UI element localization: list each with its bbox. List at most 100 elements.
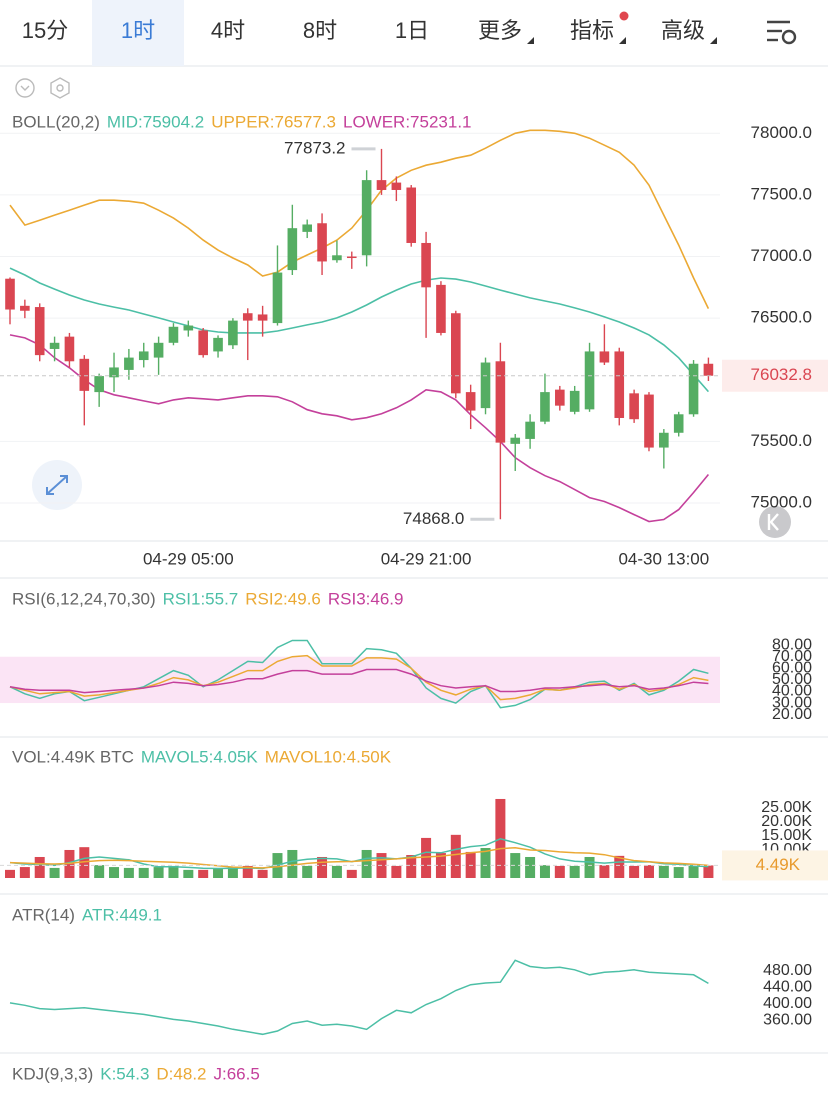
- dropdown-caret: [619, 37, 626, 44]
- volume-bar: [569, 865, 580, 878]
- legend-entry: RSI2:49.6: [245, 589, 321, 608]
- legend-entry: MID:75904.2: [107, 112, 204, 131]
- candle-body: [510, 437, 521, 444]
- current-volume-tag: [722, 850, 828, 881]
- last-price-tag: [722, 359, 828, 392]
- volume-bar: [406, 855, 417, 878]
- volume-bar: [510, 853, 521, 878]
- candle-body: [584, 351, 595, 410]
- legend-entry: UPPER:76577.3: [211, 112, 336, 131]
- volume-bar: [673, 867, 684, 878]
- volume-bar: [421, 837, 432, 878]
- y-tick-label: 77000.0: [751, 246, 812, 265]
- volume-bar: [643, 865, 654, 878]
- legend-entry: MAVOL5:4.05K: [141, 747, 259, 766]
- mavol-line: [9, 838, 709, 870]
- volume-bar: [138, 867, 149, 878]
- boll-line: [9, 267, 710, 393]
- volume-bar: [658, 865, 669, 878]
- candle-body: [198, 330, 208, 356]
- candle-body: [346, 256, 357, 259]
- y-tick-label: 360.00: [763, 1011, 812, 1028]
- indicator-settings-button[interactable]: [50, 77, 70, 99]
- candle-body: [302, 224, 312, 232]
- candle-body: [644, 394, 654, 448]
- tab[interactable]: 指标: [570, 18, 614, 43]
- last-price-label: 76032.8: [751, 365, 812, 384]
- candle-body: [332, 255, 342, 261]
- volume-bar: [391, 865, 402, 878]
- y-tick-label: 480.00: [763, 962, 812, 979]
- overbought-oversold-band: [0, 656, 720, 704]
- notification-dot: [619, 11, 629, 21]
- y-tick-label: 30.00: [772, 694, 812, 711]
- tab[interactable]: 8时: [303, 18, 337, 43]
- y-tick-label: 25.00K: [761, 799, 812, 816]
- tab[interactable]: 4时: [211, 18, 245, 43]
- tab[interactable]: 15分: [22, 18, 68, 43]
- tab[interactable]: 1日: [395, 18, 429, 43]
- candle-body: [213, 337, 223, 352]
- boll-line: [9, 334, 710, 523]
- volume-bar: [183, 869, 194, 878]
- extreme-label: 74868.0: [403, 509, 464, 528]
- volume-bar: [109, 867, 120, 878]
- volume-bar: [450, 834, 461, 878]
- legend-entry: RSI1:55.7: [163, 589, 239, 608]
- icon-arrow: [46, 475, 68, 495]
- legend-entry: LOWER:75231.1: [343, 112, 472, 131]
- x-tick-label: 04-29 21:00: [381, 549, 472, 568]
- volume-bar: [331, 865, 342, 878]
- icon-dot: [56, 84, 64, 92]
- volume-bar: [599, 865, 610, 878]
- candle-body: [361, 180, 372, 256]
- y-tick-label: 76500.0: [751, 308, 812, 327]
- volume-bar: [198, 869, 209, 878]
- legend-entry: VOL:4.49K BTC: [12, 747, 134, 766]
- candle-body: [138, 351, 149, 361]
- boll-line: [9, 129, 710, 309]
- candle-body: [109, 367, 119, 378]
- y-tick-label: 50.00: [772, 671, 812, 688]
- volume-bar: [361, 849, 372, 878]
- volume-bar: [94, 865, 105, 878]
- candle-body: [376, 180, 387, 190]
- x-tick-label: 04-29 05:00: [143, 549, 234, 568]
- legend-entry: ATR(14): [12, 905, 75, 924]
- scroll-latest-button[interactable]: [759, 506, 791, 538]
- mavol-line: [9, 846, 709, 869]
- legend-entry: KDJ(9,3,3): [12, 1064, 93, 1083]
- candle-body: [64, 336, 75, 362]
- volume-bar: [34, 856, 45, 878]
- candle-body: [599, 351, 610, 363]
- candle-body: [124, 357, 134, 370]
- legend-entry: ATR:449.1: [82, 905, 162, 924]
- candle-body: [94, 376, 104, 393]
- candle-body: [5, 278, 15, 310]
- y-tick-label: 15.00K: [761, 827, 812, 844]
- dropdown-caret: [527, 37, 534, 44]
- tab[interactable]: 高级: [661, 18, 705, 43]
- tab[interactable]: 1时: [121, 18, 155, 43]
- volume-bar: [688, 865, 699, 878]
- volume-bar: [554, 865, 565, 878]
- tab[interactable]: 更多: [478, 18, 522, 43]
- volume-bar: [123, 867, 134, 878]
- candle-body: [257, 314, 268, 321]
- collapse-button[interactable]: [15, 78, 35, 98]
- settings-button[interactable]: [767, 20, 797, 45]
- indicator-line: [9, 654, 709, 701]
- volume-bar: [168, 865, 179, 878]
- candle-body: [465, 392, 476, 411]
- volume-bar: [435, 853, 446, 878]
- candle-body: [703, 363, 714, 376]
- volume-bar: [287, 849, 298, 878]
- candle-body: [629, 393, 639, 420]
- volume-bar: [19, 867, 30, 878]
- candle-body: [525, 421, 535, 439]
- indicator-line: [9, 668, 709, 694]
- y-tick-label: 20.00: [772, 706, 812, 723]
